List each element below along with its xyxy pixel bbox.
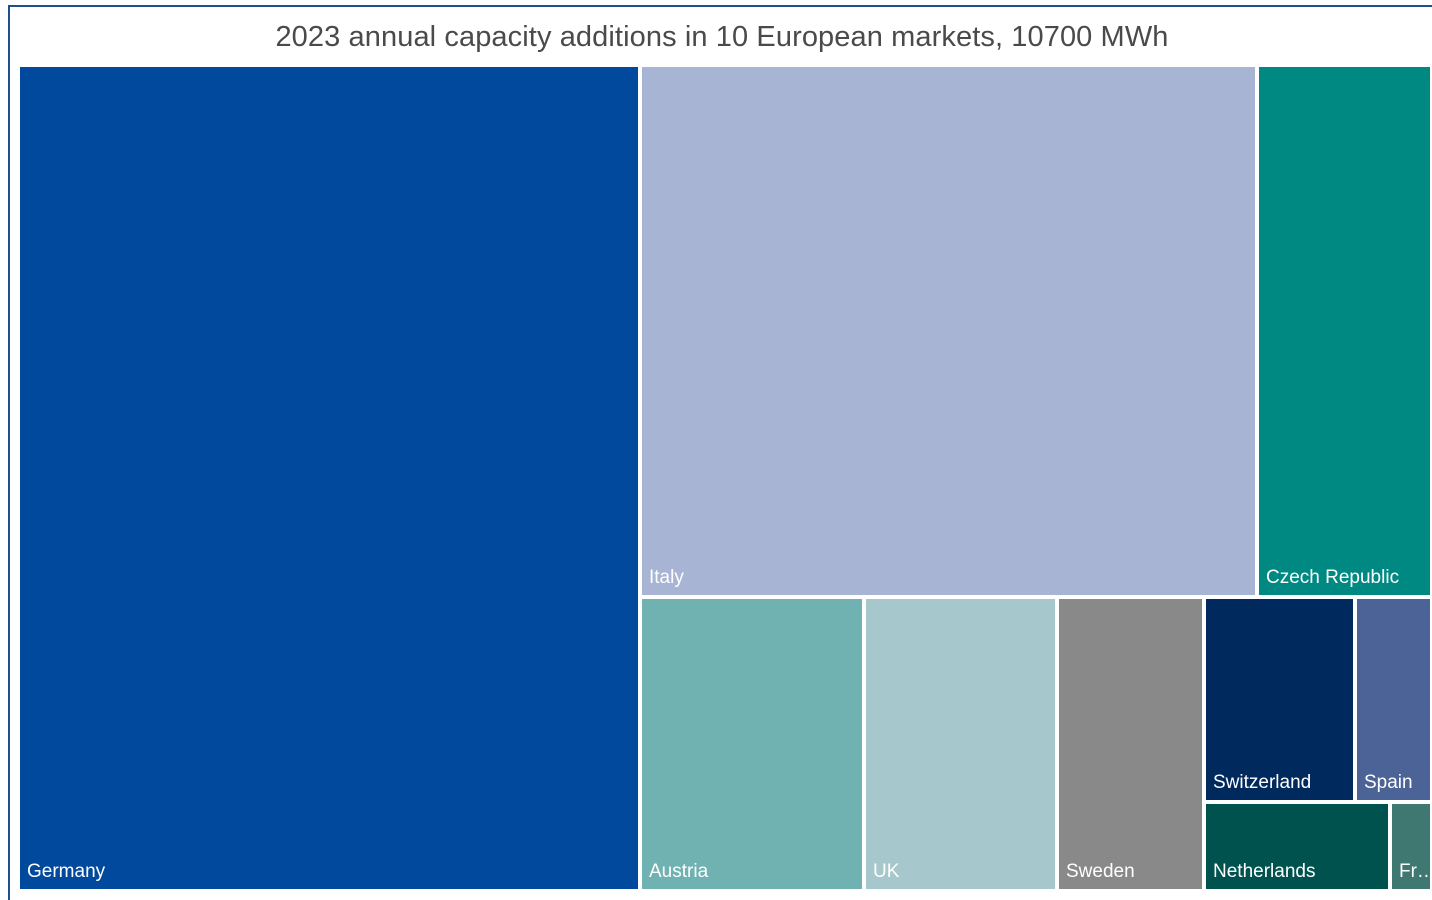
tile-label: UK <box>873 861 900 882</box>
tile-switzerland[interactable]: Switzerland <box>1204 597 1355 802</box>
tile-germany[interactable]: Germany <box>18 65 640 891</box>
tile-label: Fr… <box>1399 861 1430 882</box>
treemap: Germany Italy Czech Republic Austria UK Swede… <box>18 65 1432 891</box>
tile-spain[interactable]: Spain <box>1355 597 1432 802</box>
tile-label: Sweden <box>1066 861 1135 882</box>
tile-czech-republic[interactable]: Czech Republic <box>1257 65 1432 597</box>
tile-label: Austria <box>649 861 709 882</box>
tile-label: Spain <box>1364 772 1413 793</box>
tile-label: Switzerland <box>1213 772 1312 793</box>
tile-label: Czech Republic <box>1266 567 1400 588</box>
tile-fr[interactable]: Fr… <box>1390 802 1432 891</box>
tile-label: Germany <box>27 861 106 882</box>
tile-label: Netherlands <box>1213 861 1316 882</box>
tile-italy[interactable]: Italy <box>640 65 1257 597</box>
tile-label: Italy <box>649 567 684 588</box>
tile-netherlands[interactable]: Netherlands <box>1204 802 1390 891</box>
chart-title: 2023 annual capacity additions in 10 Eur… <box>275 21 1169 53</box>
tile-uk[interactable]: UK <box>864 597 1057 891</box>
tile-sweden[interactable]: Sweden <box>1057 597 1204 891</box>
tile-austria[interactable]: Austria <box>640 597 864 891</box>
